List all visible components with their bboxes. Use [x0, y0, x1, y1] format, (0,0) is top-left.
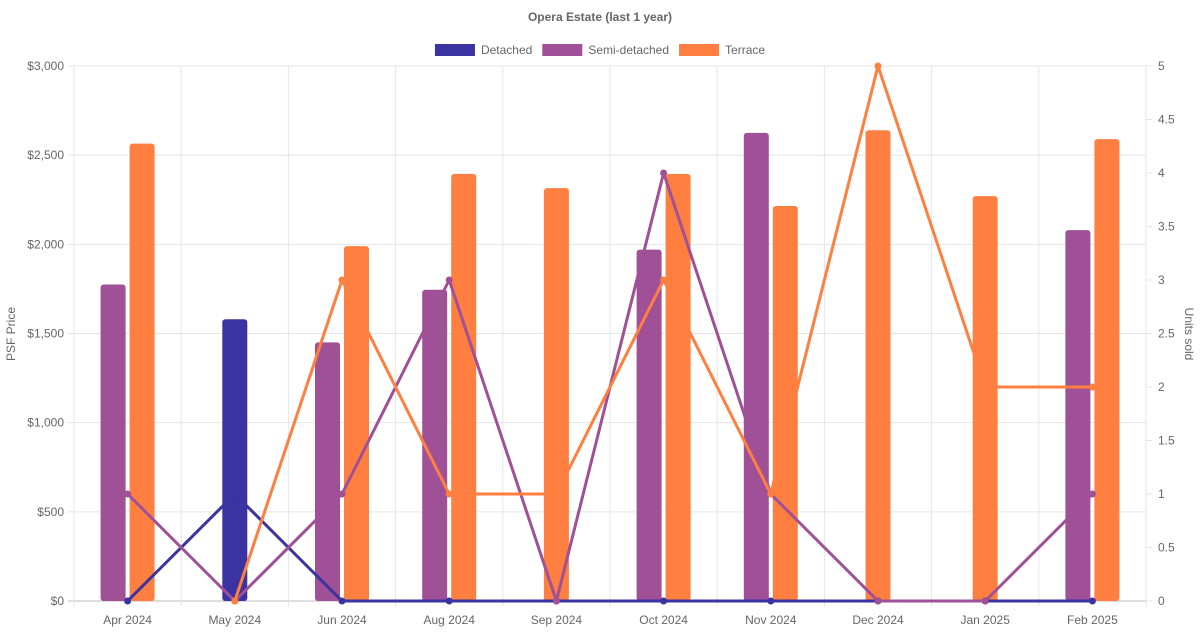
y-right-tick-label: 2.5	[1158, 327, 1175, 341]
legend-swatch-detached[interactable]	[434, 44, 475, 56]
legend-swatch-terrace[interactable]	[679, 44, 720, 56]
point-semi-detached	[552, 597, 560, 605]
legend-label-detached[interactable]: Detached	[481, 43, 532, 57]
y-left-tick-label: $1,500	[27, 327, 64, 341]
y-left-tick-label: $500	[37, 505, 64, 519]
point-terrace	[767, 490, 775, 498]
bar-terrace	[972, 196, 998, 601]
y-right-tick-label: 4	[1158, 166, 1165, 180]
y-left-tick-label: $3,000	[27, 59, 64, 73]
y-right-tick-label: 3	[1158, 273, 1165, 287]
legend-swatch-semi-detached[interactable]	[542, 44, 583, 56]
y-left-tick-label: $2,500	[27, 148, 64, 162]
x-tick-label: Aug 2024	[424, 613, 476, 627]
bar-terrace	[665, 173, 691, 601]
point-terrace	[552, 490, 560, 498]
x-tick-label: Apr 2024	[103, 613, 152, 627]
point-semi-detached	[124, 490, 132, 498]
point-terrace	[445, 490, 453, 498]
legend-label-terrace[interactable]: Terrace	[725, 43, 765, 57]
x-tick-label: Jun 2024	[317, 613, 367, 627]
point-semi-detached	[445, 276, 453, 284]
x-tick-label: Jan 2025	[961, 613, 1011, 627]
point-terrace	[231, 597, 239, 605]
y-axis-left-title: PSF Price	[4, 307, 18, 361]
point-detached	[445, 597, 453, 605]
point-semi-detached	[660, 169, 668, 177]
y-right-tick-label: 5	[1158, 59, 1165, 73]
y-left-tick-label: $0	[51, 594, 65, 608]
axis-labels: $0 $500 $1,000 $1,500 $2,000 $2,500 $3,000 0 0.5…	[27, 59, 1175, 627]
point-detached	[1088, 597, 1096, 605]
y-axis-right-title: Units sold	[1182, 308, 1196, 361]
point-detached	[338, 597, 346, 605]
bar-layer	[100, 130, 1120, 602]
x-tick-label: Oct 2024	[639, 613, 688, 627]
y-right-tick-label: 3.5	[1158, 220, 1175, 234]
point-semi-detached	[1088, 490, 1096, 498]
legend[interactable]: Detached Semi-detached Terrace	[434, 43, 765, 57]
y-right-tick-label: 2	[1158, 380, 1165, 394]
bar-semi-detached	[422, 289, 448, 601]
point-semi-detached	[338, 490, 346, 498]
bar-terrace	[344, 246, 369, 601]
point-semi-detached	[981, 597, 989, 605]
y-left-tick-label: $2,000	[27, 237, 64, 251]
y-right-tick-label: 1	[1158, 487, 1165, 501]
y-left-tick-label: $1,000	[27, 416, 64, 430]
x-tick-label: May 2024	[208, 613, 261, 627]
y-right-tick-label: 0	[1158, 594, 1165, 608]
x-tick-label: Dec 2024	[852, 613, 904, 627]
bar-semi-detached	[636, 249, 662, 601]
bar-terrace	[543, 188, 569, 602]
point-detached	[124, 597, 132, 605]
bar-terrace	[129, 143, 155, 601]
y-right-tick-label: 4.5	[1158, 113, 1175, 127]
legend-label-semi-detached[interactable]: Semi-detached	[588, 43, 669, 57]
point-terrace	[338, 276, 346, 284]
x-tick-label: Feb 2025	[1067, 613, 1118, 627]
point-semi-detached	[874, 597, 882, 605]
x-tick-label: Nov 2024	[745, 613, 797, 627]
y-right-tick-label: 1.5	[1158, 434, 1175, 448]
bar-terrace	[865, 130, 891, 601]
bar-detached	[222, 319, 248, 601]
bar-semi-detached	[743, 132, 769, 601]
bar-semi-detached	[100, 284, 126, 601]
y-right-tick-label: 0.5	[1158, 541, 1175, 555]
point-detached	[660, 597, 668, 605]
point-detached	[767, 597, 775, 605]
line-layer	[124, 62, 1096, 605]
point-terrace	[874, 62, 882, 70]
point-terrace	[660, 276, 668, 284]
bar-terrace	[451, 173, 477, 601]
chart-title: Opera Estate (last 1 year)	[528, 10, 672, 24]
point-terrace	[1088, 383, 1096, 391]
point-detached	[231, 490, 239, 498]
bar-semi-detached	[1065, 230, 1091, 602]
bar-terrace	[1094, 139, 1120, 601]
bar-semi-detached	[315, 342, 340, 601]
point-terrace	[981, 383, 989, 391]
x-tick-label: Sep 2024	[531, 613, 583, 627]
